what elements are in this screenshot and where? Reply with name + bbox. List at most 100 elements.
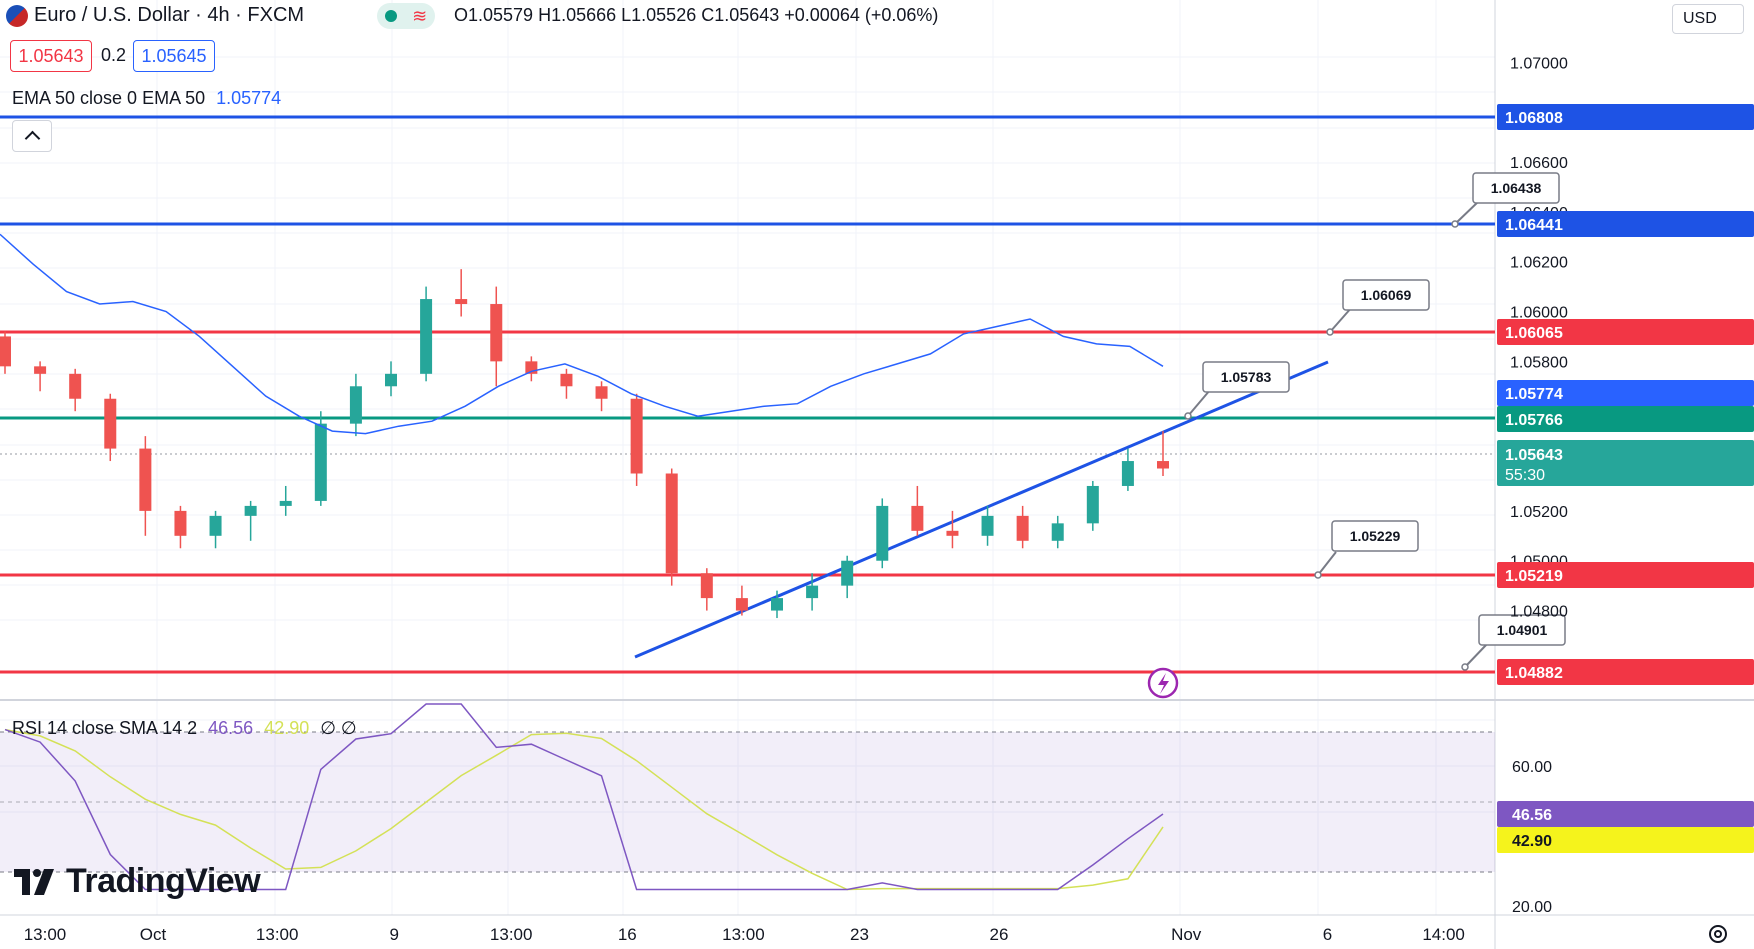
candle-body [946,530,959,536]
time-tick-label: 13:00 [722,925,765,944]
candle-body [174,510,187,536]
ohlc-values: O1.05579 H1.05666 L1.05526 C1.05643 +0.0… [454,5,939,25]
callout-2: 1.06069 [1326,279,1430,336]
candle-body [0,336,11,367]
candle-body [876,505,889,561]
time-tick-label: 6 [1323,925,1332,944]
price-tick-label: 1.07000 [1510,55,1568,72]
bid-price[interactable]: 1.05643 [10,40,92,72]
time-tick-label: 9 [389,925,398,944]
candle-body [69,373,82,399]
candle-body [420,299,433,374]
symbol-title[interactable]: Euro / U.S. Dollar · 4h · FXCM [34,4,305,26]
callout-4: 1.05229 [1314,520,1419,579]
price-axis-level-labels: 1.06808 1.06441 1.06065 1.05774 1.05766 … [1497,104,1754,853]
symbol-row: Euro / U.S. Dollar · 4h · FXCM [6,4,304,27]
rsi-axis-ticks: 60.00 20.00 [1512,759,1552,916]
callouts[interactable]: 1.06438 1.06069 1.05783 1.05229 1.04901 [1184,172,1566,671]
candle-body [911,505,924,531]
level-label-5: 1.05219 [1505,568,1563,585]
waves-icon: ≋ [412,6,428,26]
rsi-axis-value: 46.56 [1512,807,1552,824]
market-open-icon [384,10,397,22]
tradingview-logo-icon [14,868,54,895]
callout-3: 1.05783 [1184,361,1290,420]
rsi-legend-value: 46.56 [208,718,254,738]
candle-body [981,515,994,536]
price-tick-label: 1.06000 [1510,305,1568,322]
market-status[interactable]: ≋ [377,3,435,29]
currency-selector[interactable]: USD [1672,4,1744,34]
spread-value: 0.2 [101,45,127,65]
time-tick-label: 13:00 [256,925,299,944]
logo-text: TradingView [66,862,261,900]
candle-body [1121,461,1134,486]
tradingview-logo: TradingView [14,862,261,901]
currency-label: USD [1683,10,1717,27]
gear-icon[interactable] [1709,925,1727,943]
price-tick-label: 1.05800 [1510,354,1568,371]
callout-label-5: 1.04901 [1497,622,1548,638]
ask-price[interactable]: 1.05645 [133,40,215,72]
callout-label-1: 1.06438 [1491,180,1542,196]
time-tick-label: 13:00 [24,925,67,944]
trendline[interactable] [634,360,1329,659]
candle-countdown: 55:30 [1505,467,1545,484]
price-tick-label: 1.06600 [1510,155,1568,172]
ema-legend-label: EMA 50 close 0 EMA 50 [12,88,206,108]
rsi-line [4,703,1164,891]
chevron-up-icon [24,130,40,147]
price-tick-label: 1.04800 [1510,604,1568,621]
time-tick-label: 14:00 [1422,925,1465,944]
lightning-icon[interactable] [1147,667,1179,699]
time-tick-label: Oct [140,925,167,944]
candles [0,269,1169,619]
candle-body [349,386,362,424]
rsi-sma-line [4,728,1164,891]
candle-body [139,448,152,511]
callout-label-2: 1.06069 [1361,287,1412,303]
sma-legend-value: 42.90 [264,718,310,738]
horizontal-levels[interactable] [0,115,1495,674]
candle-body [1051,523,1064,541]
time-tick-label: 13:00 [490,925,533,944]
candle-body [841,560,854,586]
callout-5: 1.04901 [1461,614,1566,671]
flag-icon [6,4,28,27]
time-axis-ticks: 13:00 Oct 13:00 9 13:00 16 13:00 23 26 Nov 6 14:00 [24,925,1465,944]
candle-body [735,598,748,611]
ema-legend-value: 1.05774 [216,88,282,108]
candle-body [490,304,503,362]
rsi-legend-extra: ∅ ∅ [320,718,357,738]
candle-body [279,500,292,506]
candle-body [771,598,783,611]
current-price-label: 1.05643 [1505,447,1563,464]
candle-body [455,299,468,305]
candle-body [1016,515,1029,541]
collapse-legend-button[interactable] [12,120,52,152]
candle-body [630,398,643,474]
sma-axis-value: 42.90 [1512,833,1552,850]
time-tick-label: 23 [850,925,869,944]
candle-body [1157,461,1169,469]
time-tick-label: Nov [1171,925,1202,944]
candle-body [595,386,608,399]
candle-body [314,423,327,501]
time-tick-label: 26 [990,925,1009,944]
callout-label-4: 1.05229 [1350,528,1401,544]
rsi-legend[interactable]: RSI 14 close SMA 14 2 46.56 42.90 ∅ ∅ [12,718,357,739]
candle-body [700,573,713,599]
candle-body [1086,485,1099,524]
ema-legend[interactable]: EMA 50 close 0 EMA 50 1.05774 [12,88,281,109]
rsi-legend-label: RSI 14 close SMA 14 2 [12,718,198,738]
price-tick-label: 1.05200 [1510,504,1568,521]
candle-body [806,585,819,599]
candle-body [560,373,573,387]
price-grid [0,0,1495,915]
callout-label-3: 1.05783 [1221,369,1272,385]
level-label-6: 1.04882 [1505,665,1563,682]
ema-price-label: 1.05774 [1505,386,1563,403]
candle-body [244,505,257,516]
candle-body [104,398,117,449]
